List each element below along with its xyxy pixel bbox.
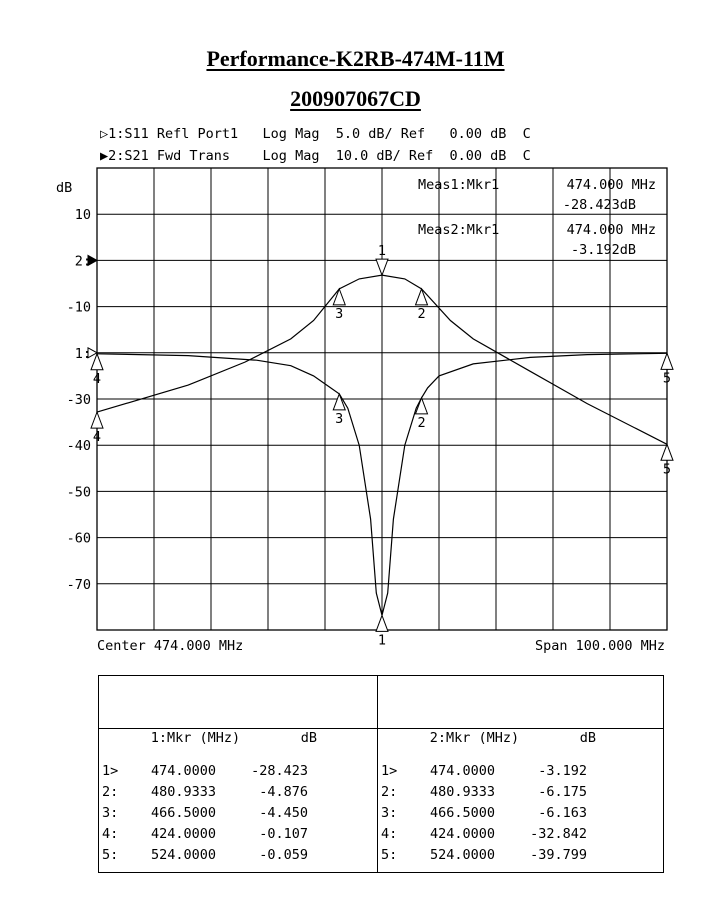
marker-trace1-4-icon [90,352,104,371]
table-row: 5: 524.0000 -39.799 [378,845,663,866]
marker-id: 2: [102,784,119,800]
marker-trace1-3-icon [332,392,346,411]
ref-arrow-trace2-icon [87,254,99,267]
marker-table-trace2: 2:Mkr (MHz) dB 1> 474.0000 -3.192 2: 480.9333… [378,676,663,872]
meas2-frequency: 474.000 MHz [567,222,656,238]
marker-label: 5 [663,370,671,386]
center-frequency: Center 474.000 MHz [97,638,244,654]
marker-trace2-5-icon [660,442,674,461]
marker-trace2-1-icon [375,258,389,277]
marker-frequency: 480.9333 [150,784,216,800]
marker-id: 3: [381,805,398,821]
table-row: 2: 480.9333 -4.876 [99,782,377,803]
marker-id: 1> [102,763,119,779]
marker-value: -6.163 [538,805,587,821]
marker-frequency: 466.5000 [429,805,495,821]
marker-label: 4 [93,371,101,387]
y-tick-label: 1: [75,346,91,362]
marker-value: -6.175 [538,784,587,800]
table-row: 2: 480.9333 -6.175 [378,782,663,803]
marker-trace2-3-icon [332,287,346,306]
marker-label: 4 [93,429,101,445]
chart-title: Performance-K2RB-474M-11M [206,46,505,71]
marker-frequency: 480.9333 [429,784,495,800]
marker-frequency: 424.0000 [429,826,495,842]
table-row: 5: 524.0000 -0.059 [99,845,377,866]
y-tick-label: -30 [67,392,91,408]
marker-label: 1 [378,243,386,259]
chart-subtitle: 200907067CD [290,86,421,111]
y-tick-label: 2: [75,253,91,269]
ref-arrow-trace1-icon [87,346,99,359]
marker-frequency: 524.0000 [429,847,495,863]
marker-id: 4: [381,826,398,842]
meas2-label: Meas2:Mkr1 [418,222,499,238]
table-row: 1> 474.0000 -3.192 [378,761,663,782]
marker-label: 2 [417,415,425,431]
y-tick-label: -10 [67,300,91,316]
marker-label: 1 [378,632,386,648]
meas2-value: -3.192dB [571,242,636,258]
y-tick-label: -60 [67,531,91,547]
marker-id: 4: [102,826,119,842]
marker-value: -3.192 [538,763,587,779]
trace2-header: ▶2:S21 Fwd Trans Log Mag 10.0 dB/ Ref 0.… [100,148,531,164]
marker-value: -0.107 [259,826,308,842]
marker-label: 2 [417,306,425,322]
marker-frequency: 424.0000 [150,826,216,842]
table-header: 2:Mkr (MHz) dB [378,708,663,746]
column-header-mkr: 1:Mkr (MHz) [150,730,241,746]
span-frequency: Span 100.000 MHz [534,638,665,654]
marker-value: -32.842 [530,826,587,842]
marker-value: -0.059 [259,847,308,863]
marker-label: 5 [663,461,671,477]
marker-frequency: 474.0000 [150,763,216,779]
marker-frequency: 524.0000 [150,847,216,863]
marker-value: -28.423 [251,763,308,779]
meas1-value: -28.423dB [563,197,636,213]
marker-trace2-2-icon [414,287,429,306]
y-tick-label: -40 [67,438,91,454]
marker-label: 3 [335,306,343,322]
marker-frequency: 466.5000 [150,805,216,821]
marker-label: 3 [335,411,343,427]
marker-id: 2: [381,784,398,800]
table-header: 1:Mkr (MHz) dB [99,708,377,746]
marker-id: 3: [102,805,119,821]
marker-frequency: 474.0000 [429,763,495,779]
marker-id: 1> [381,763,398,779]
column-header-db: dB [300,730,318,746]
table-row: 4: 424.0000 -32.842 [378,824,663,845]
table-row: 3: 466.5000 -4.450 [99,803,377,824]
marker-trace1-2-icon [414,396,429,415]
meas1-frequency: 474.000 MHz [567,177,656,193]
marker-trace2-4-icon [90,410,104,429]
marker-value: -4.876 [259,784,308,800]
meas1-label: Meas1:Mkr1 [418,177,499,193]
table-row: 3: 466.5000 -6.163 [378,803,663,824]
marker-table-trace1: 1:Mkr (MHz) dB 1> 474.0000 -28.423 2: 480.933… [99,676,378,872]
trace1-header: ▷1:S11 Refl Port1 Log Mag 5.0 dB/ Ref 0.… [100,126,531,142]
marker-id: 5: [102,847,119,863]
y-tick-label: -50 [67,484,91,500]
y-tick-label: -70 [67,577,91,593]
y-axis-label: dB [56,180,72,196]
marker-value: -4.450 [259,805,308,821]
marker-trace1-5-icon [660,351,674,370]
column-header-db: dB [579,730,597,746]
y-tick-label: 10 [75,207,91,223]
marker-id: 5: [381,847,398,863]
column-header-mkr: 2:Mkr (MHz) [429,730,520,746]
marker-value: -39.799 [530,847,587,863]
marker-table: 1:Mkr (MHz) dB 1> 474.0000 -28.423 2: 480.933… [98,675,664,873]
table-row: 4: 424.0000 -0.107 [99,824,377,845]
marker-trace1-1-icon [375,614,389,632]
table-row: 1> 474.0000 -28.423 [99,761,377,782]
